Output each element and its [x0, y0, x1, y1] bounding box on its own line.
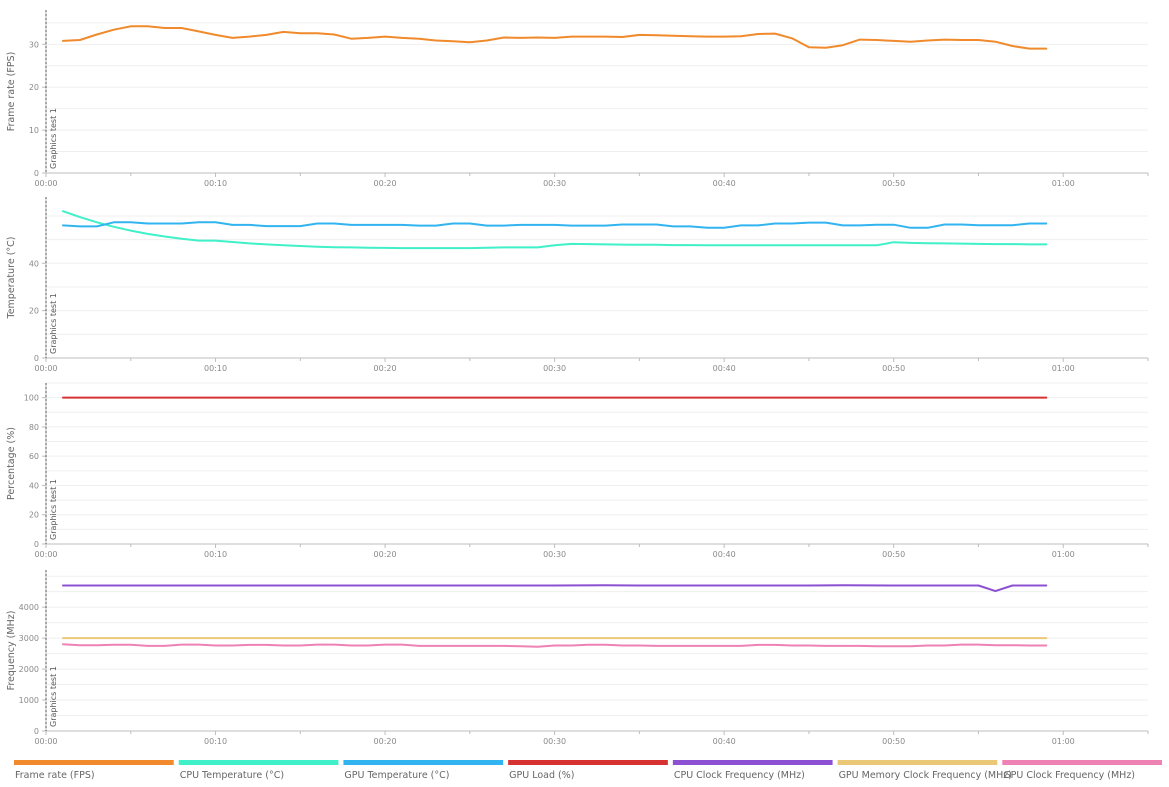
legend-item-gpu-clock-frequency-mhz[interactable]: GPU Clock Frequency (MHz) — [1002, 760, 1162, 781]
y-tick-label: 30 — [29, 40, 39, 49]
x-tick-label: 00:20 — [374, 364, 397, 373]
y-tick-label: 20 — [29, 83, 39, 92]
x-tick-label: 01:00 — [1052, 550, 1075, 559]
legend-item-gpu-temperature-c[interactable]: GPU Temperature (°C) — [343, 760, 504, 781]
x-tick-label: 00:40 — [713, 179, 736, 188]
x-tick-label: 01:00 — [1052, 179, 1075, 188]
legend-swatch — [14, 760, 174, 765]
y-tick-label: 0 — [34, 169, 39, 178]
series-line-gpu-clock-frequency-mhz — [62, 643, 1048, 648]
y-tick-label: 20 — [29, 511, 39, 520]
y-tick-label: 10 — [29, 126, 39, 135]
x-tick-label: 00:10 — [204, 179, 227, 188]
x-tick-label: 00:20 — [374, 550, 397, 559]
x-tick-label: 00:40 — [713, 364, 736, 373]
legend-label: GPU Memory Clock Frequency (MHz) — [839, 770, 1012, 781]
x-tick-label: 00:00 — [34, 737, 57, 746]
x-tick-label: 00:50 — [882, 550, 905, 559]
legend-label: CPU Temperature (°C) — [180, 770, 284, 781]
x-tick-label: 00:10 — [204, 364, 227, 373]
legend-item-gpu-load[interactable]: GPU Load (%) — [508, 760, 668, 781]
legend-label: GPU Temperature (°C) — [344, 770, 449, 781]
y-tick-label: 1000 — [19, 696, 39, 705]
test-marker-label: Graphics test 1 — [49, 293, 58, 354]
x-tick-label: 00:30 — [543, 364, 566, 373]
x-tick-label: 00:20 — [374, 737, 397, 746]
legend-swatch — [672, 760, 833, 765]
x-tick-label: 00:50 — [882, 179, 905, 188]
legend-swatch — [178, 760, 339, 765]
x-tick-label: 01:00 — [1052, 737, 1075, 746]
chart-panel-frequency-mhz: 00:00 00:10 00:20 00:30 00:40 00:50 01:00 0 1000… — [6, 570, 1149, 746]
y-tick-label: 40 — [29, 481, 39, 490]
y-axis-title: Frequency (MHz) — [6, 611, 17, 691]
y-axis-title: Percentage (%) — [6, 427, 17, 500]
y-axis-title: Frame rate (FPS) — [6, 52, 17, 132]
y-tick-label: 20 — [29, 307, 39, 316]
x-tick-label: 00:00 — [34, 364, 57, 373]
x-tick-label: 00:00 — [34, 179, 57, 188]
x-tick-label: 00:40 — [713, 550, 736, 559]
y-tick-label: 2000 — [19, 665, 39, 674]
y-axis-title: Temperature (°C) — [6, 237, 17, 320]
chart-panel-temperature-c: 00:00 00:10 00:20 00:30 00:40 00:50 01:00 0 20 40… — [6, 197, 1149, 373]
x-tick-label: 01:00 — [1052, 364, 1075, 373]
x-tick-label: 00:50 — [882, 737, 905, 746]
x-tick-label: 00:00 — [34, 550, 57, 559]
chart-panel-percentage: 00:00 00:10 00:20 00:30 00:40 00:50 01:00 0 20 40… — [6, 382, 1149, 559]
series-line-frame-rate-fps — [62, 25, 1048, 50]
legend-item-gpu-memory-clock-frequency-mhz[interactable]: GPU Memory Clock Frequency (MHz) — [837, 760, 1012, 781]
legend-item-cpu-temperature-c[interactable]: CPU Temperature (°C) — [178, 760, 339, 781]
y-tick-label: 4000 — [19, 603, 39, 612]
test-marker-label: Graphics test 1 — [49, 666, 58, 727]
legend-swatch — [1002, 760, 1162, 765]
y-tick-label: 0 — [34, 540, 39, 549]
test-marker-label: Graphics test 1 — [49, 479, 58, 540]
x-tick-label: 00:40 — [713, 737, 736, 746]
y-tick-label: 0 — [34, 727, 39, 736]
series-line-cpu-clock-frequency-mhz — [62, 584, 1048, 593]
y-tick-label: 80 — [29, 423, 39, 432]
chart-panel-frame-rate-fps: 00:00 00:10 00:20 00:30 00:40 00:50 01:00 0 10 20… — [6, 10, 1149, 188]
series-line-gpu-temperature-c — [62, 221, 1048, 229]
test-marker-label: Graphics test 1 — [49, 108, 58, 169]
x-tick-label: 00:10 — [204, 550, 227, 559]
legend-swatch — [837, 760, 998, 765]
legend-label: GPU Clock Frequency (MHz) — [1003, 770, 1135, 781]
x-tick-label: 00:30 — [543, 179, 566, 188]
legend-label: GPU Load (%) — [509, 770, 574, 781]
legend-swatch — [343, 760, 504, 765]
legend-item-frame-rate-fps[interactable]: Frame rate (FPS) — [14, 760, 174, 781]
legend-item-cpu-clock-frequency-mhz[interactable]: CPU Clock Frequency (MHz) — [672, 760, 833, 781]
legend-label: Frame rate (FPS) — [15, 770, 95, 781]
x-tick-label: 00:10 — [204, 737, 227, 746]
y-tick-label: 40 — [29, 259, 39, 268]
x-tick-label: 00:20 — [374, 179, 397, 188]
x-tick-label: 00:30 — [543, 737, 566, 746]
x-tick-label: 00:50 — [882, 364, 905, 373]
y-tick-label: 60 — [29, 452, 39, 461]
legend-swatch — [508, 760, 668, 765]
series-line-cpu-temperature-c — [62, 210, 1048, 250]
y-tick-label: 100 — [24, 394, 39, 403]
y-tick-label: 0 — [34, 354, 39, 363]
x-tick-label: 00:30 — [543, 550, 566, 559]
y-tick-label: 3000 — [19, 634, 39, 643]
legend: Frame rate (FPS) CPU Temperature (°C) GPU … — [14, 760, 1162, 781]
legend-label: CPU Clock Frequency (MHz) — [674, 770, 805, 781]
